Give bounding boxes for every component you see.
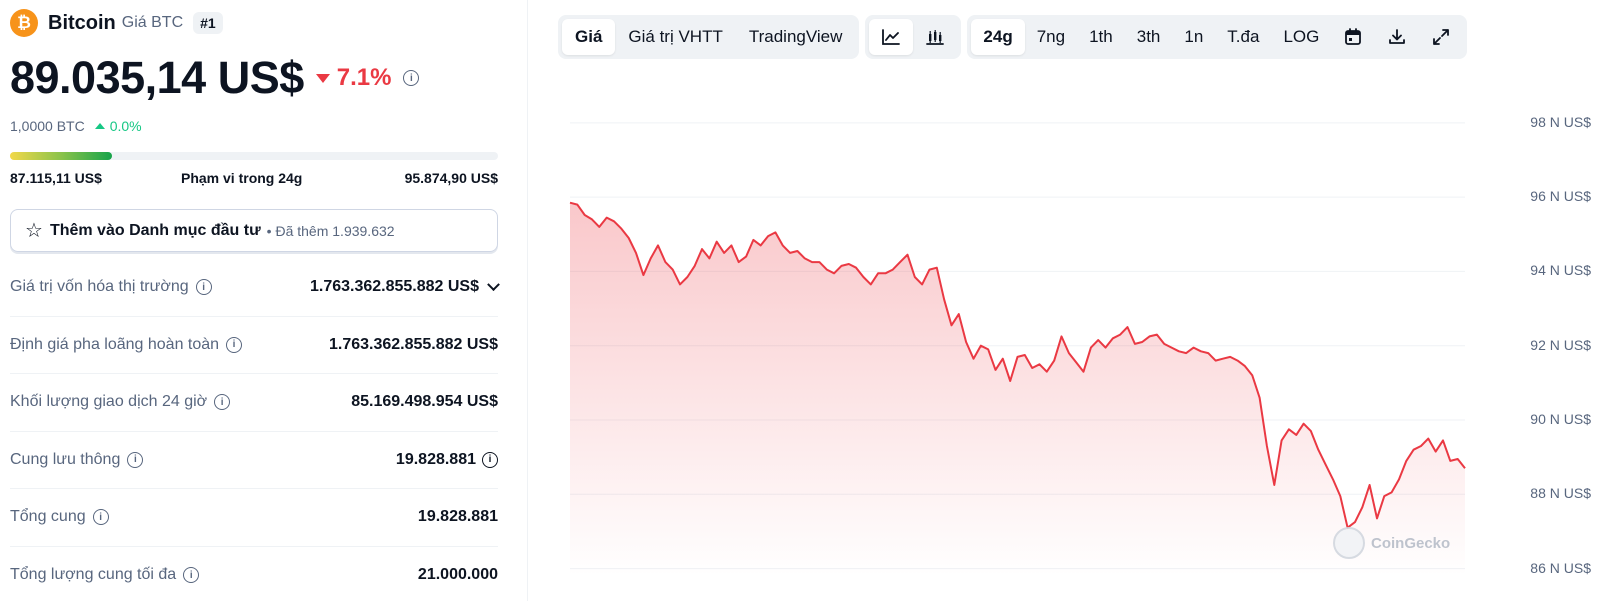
tab-market-cap[interactable]: Giá trị VHTT [628,27,723,46]
watermark-text: CoinGecko [1371,534,1451,552]
range-3m[interactable]: 3th [1136,27,1161,46]
stat-label-text: Khối lượng giao dịch 24 giờ [10,393,208,411]
y-tick-label: 96 N US$ [1530,188,1591,205]
log-scale-toggle[interactable]: LOG [1283,27,1320,46]
info-icon[interactable]: i [195,279,212,296]
add-to-portfolio-button[interactable]: ☆ Thêm vào Danh mục đầu tư • Đã thêm 1.9… [10,209,498,252]
btc-conversion-row: 1,0000 BTC 0.0% [10,118,142,134]
price-chart[interactable]: 98 N US$ 96 N US$ 94 N US$ 92 N US$ 90 N US$… [560,100,1601,601]
stat-label-text: Giá trị vốn hóa thị trường [10,278,189,296]
y-tick-label: 86 N US$ [1530,559,1591,576]
stat-label: Cung lưu thông i [10,450,144,469]
info-icon[interactable]: i [482,451,498,468]
btc-change: 0.0% [109,118,142,134]
price-change-24h: 7.1% [315,64,392,92]
range-low: 87.115,11 US$ [10,170,102,186]
caret-up-icon [94,123,105,129]
stat-value-text: 1.763.362.855.882 US$ [309,278,479,296]
tab-tradingview[interactable]: TradingView [748,27,843,46]
price-area-fill [570,202,1465,576]
stat-value: 85.169.498.954 US$ [351,393,498,411]
coin-overview-panel: ₿ Bitcoin Giá BTC #1 89.035,14 US$ 7.1% … [10,0,500,601]
y-tick-label: 94 N US$ [1530,262,1591,279]
stat-row-volume: Khối lượng giao dịch 24 giờ i 85.169.498.… [10,374,498,432]
stat-value-text: 19.828.881 [395,450,476,468]
stat-value: 19.828.881 i [396,451,498,469]
candlestick-chart-icon[interactable] [913,19,957,55]
price-line [569,201,1466,529]
stat-label: Tổng lượng cung tối đa i [10,566,200,584]
chart-toolbar: Giá Giá trị VHTT TradingView 24g 7ng 1th… [558,15,1468,59]
stat-label: Giá trị vốn hóa thị trường i [10,278,212,296]
btc-amount: 1,0000 BTC [10,118,85,134]
stat-value: 1.763.362.855.882 US$ [328,335,498,353]
chevron-down-icon[interactable] [487,278,500,291]
price-chart-svg [569,122,1466,576]
info-icon[interactable]: i [214,394,231,411]
coin-subtitle: Giá BTC [121,14,184,31]
price-change-value: 7.1% [336,64,392,91]
stat-label: Định giá pha loãng hoàn toàn i [10,335,243,354]
download-icon[interactable] [1375,19,1419,55]
range-max[interactable]: T.đa [1227,27,1260,46]
info-icon[interactable]: i [92,509,109,526]
stat-row-fdv: Định giá pha loãng hoàn toàn i 1.763.362.… [10,317,498,374]
bitcoin-logo-icon: ₿ [10,9,38,37]
stat-label-text: Tổng lượng cung tối đa [10,566,177,584]
info-icon[interactable]: i [226,336,243,353]
range-1m[interactable]: 1th [1089,27,1113,46]
time-range-tabs: 24g 7ng 1th 3th 1n T.đa LOG [967,15,1468,59]
range-24h-bar [10,152,498,160]
portfolio-added-count: • Đã thêm 1.939.632 [266,222,395,239]
coin-name: Bitcoin [48,11,116,34]
price-row: 89.035,14 US$ 7.1% i [10,52,420,104]
range-24h-labels: 87.115,11 US$ Phạm vi trong 24g 95.874,9… [10,170,498,186]
stat-row-circulating-supply: Cung lưu thông i 19.828.881 i [10,432,498,489]
range-24h-fill [10,152,113,160]
range-high: 95.874,90 US$ [404,170,498,186]
expand-icon[interactable] [1419,19,1463,55]
y-tick-label: 88 N US$ [1530,485,1591,502]
calendar-icon[interactable] [1331,19,1375,55]
stats-list: Giá trị vốn hóa thị trường i 1.763.362.85… [10,259,500,601]
info-icon[interactable]: i [183,567,200,584]
stat-label-text: Tổng cung [10,508,86,526]
y-tick-label: 92 N US$ [1530,336,1591,353]
stat-value: 19.828.881 [417,508,498,526]
coingecko-watermark: CoinGecko [1333,527,1450,559]
range-1y[interactable]: 1n [1184,27,1204,46]
add-to-portfolio-label: Thêm vào Danh mục đầu tư [49,221,261,239]
range-24h[interactable]: 24g [971,19,1025,55]
star-outline-icon: ☆ [25,220,43,242]
stat-label-text: Định giá pha loãng hoàn toàn [10,335,220,353]
stat-value: 1.763.362.855.882 US$ [309,278,500,296]
stat-label: Tổng cung i [10,508,109,526]
rank-badge: #1 [193,12,223,34]
stat-value: 21.000.000 [417,566,498,584]
info-icon[interactable]: i [403,70,420,86]
current-price: 89.035,14 US$ [10,52,304,103]
y-tick-label: 98 N US$ [1530,113,1591,130]
coin-title-row: ₿ Bitcoin Giá BTC #1 [10,9,223,37]
stat-row-total-supply: Tổng cung i 19.828.881 [10,489,498,547]
view-tabs: Giá Giá trị VHTT TradingView [558,15,860,59]
line-chart-icon[interactable] [869,19,914,55]
info-icon[interactable]: i [127,451,144,468]
coingecko-logo-icon [1333,527,1365,559]
caret-down-icon [315,73,330,83]
panel-divider [527,0,528,601]
stat-row-max-supply: Tổng lượng cung tối đa i 21.000.000 [10,547,498,601]
stat-label-text: Cung lưu thông [10,450,121,468]
tab-price[interactable]: Giá [562,19,616,55]
range-7d[interactable]: 7ng [1036,27,1066,46]
stat-row-market-cap[interactable]: Giá trị vốn hóa thị trường i 1.763.362.85… [10,259,500,317]
portfolio-added-text: Đã thêm 1.939.632 [275,222,395,239]
y-tick-label: 90 N US$ [1530,411,1591,427]
chart-type-toggle [865,15,962,59]
stat-label: Khối lượng giao dịch 24 giờ i [10,393,231,411]
range-label: Phạm vi trong 24g [181,170,303,186]
